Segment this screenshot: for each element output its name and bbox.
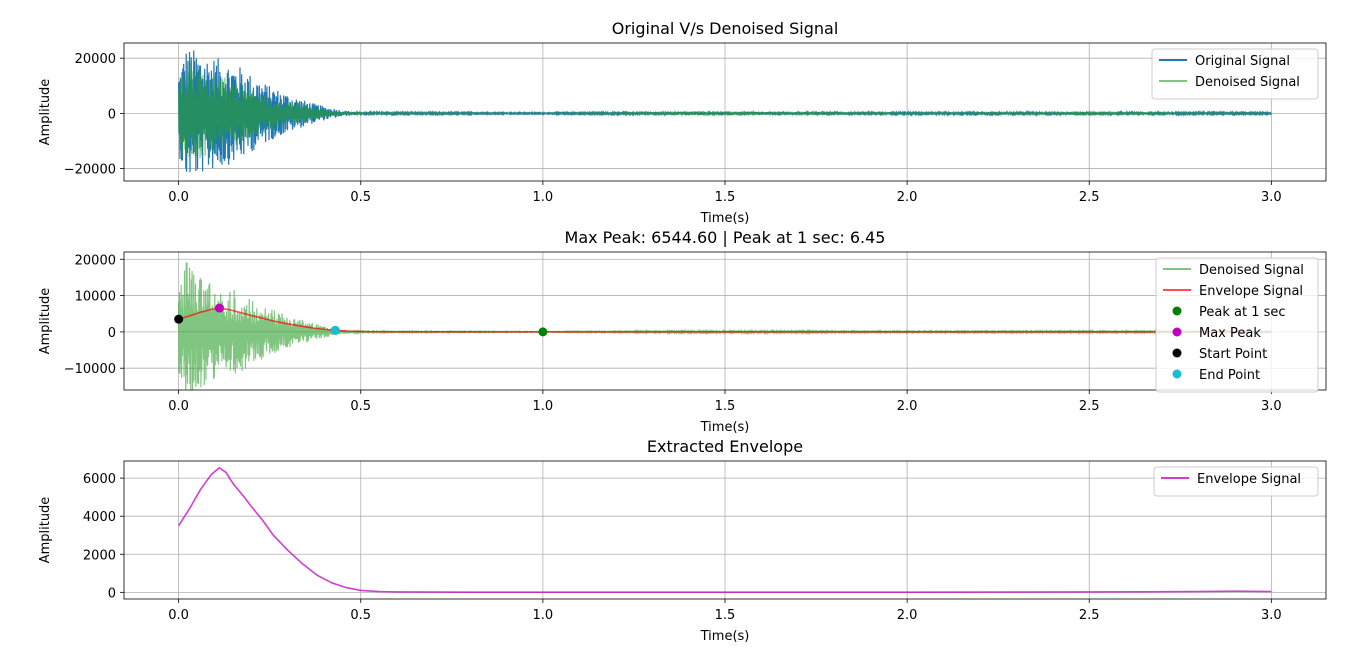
grid-lines (124, 461, 1326, 599)
x-tick-label: 3.0 (1261, 608, 1282, 623)
legend-label: Denoised Signal (1199, 263, 1304, 278)
legend-marker (1172, 369, 1182, 379)
chart-title: Max Peak: 6544.60 | Peak at 1 sec: 6.45 (565, 228, 886, 247)
legend-label: Start Point (1199, 347, 1267, 362)
x-tick-label: 0.5 (350, 399, 371, 414)
legend-box (1153, 466, 1319, 497)
x-axis-label: Time(s) (700, 211, 750, 226)
y-tick-label: 0 (108, 326, 116, 341)
y-axis-label: Amplitude (38, 79, 53, 146)
y-axis-label: Amplitude (38, 288, 53, 355)
plot-frame (123, 460, 1327, 600)
chart-title: Extracted Envelope (647, 437, 803, 456)
y-tick-label: 10000 (75, 290, 116, 305)
x-tick-label: 0.0 (168, 190, 189, 205)
legend-label: Envelope Signal (1197, 472, 1301, 487)
legend-marker (1172, 327, 1182, 337)
x-tick-label: 0.0 (168, 608, 189, 623)
legend-box (1155, 257, 1319, 393)
y-tick-label: 0 (108, 107, 116, 122)
series-max-peak-marker (214, 303, 224, 313)
legend-label: Peak at 1 sec (1199, 305, 1286, 320)
plot-frame (123, 42, 1327, 182)
x-tick-label: 3.0 (1261, 190, 1282, 205)
legend-marker (1172, 306, 1182, 316)
x-axis-label: Time(s) (700, 420, 750, 435)
y-axis-label: Amplitude (38, 497, 53, 564)
x-tick-label: 2.5 (1079, 399, 1100, 414)
grid-lines (124, 252, 1326, 390)
series-peak-at-1-sec-marker (538, 327, 548, 337)
legend-box (1151, 48, 1319, 100)
legend: Denoised Signal Envelope Signal Peak at 1 … (1155, 257, 1319, 393)
y-tick-label: 2000 (83, 548, 116, 563)
x-tick-label: 1.5 (715, 399, 736, 414)
y-tick-label: 6000 (83, 472, 116, 487)
legend-label: Original Signal (1195, 54, 1290, 69)
legend-label: Denoised Signal (1195, 75, 1300, 90)
subplot-original-vs-denoised: 0.0 0.5 1.0 1.5 2.0 2.5 3.0 −20000 0 20000 Origina… (38, 19, 1327, 226)
series-envelope-signal (177, 466, 1272, 594)
y-tick-label: −20000 (64, 163, 116, 178)
plot-frame (123, 251, 1327, 391)
chart-title: Original V/s Denoised Signal (612, 19, 839, 38)
x-tick-label: 1.0 (533, 399, 554, 414)
x-tick-label: 2.5 (1079, 190, 1100, 205)
series-end-point-marker (330, 325, 340, 335)
legend: Original Signal Denoised Signal (1151, 48, 1319, 100)
y-tick-label: 4000 (83, 510, 116, 525)
subplot-denoised-with-envelope: 0.0 0.5 1.0 1.5 2.0 2.5 3.0 −10000 0 10000 20000 Ma… (38, 228, 1327, 435)
x-tick-label: 2.0 (897, 399, 918, 414)
x-tick-label: 1.5 (715, 190, 736, 205)
x-tick-label: 2.0 (897, 608, 918, 623)
series-denoised-signal (178, 61, 1272, 159)
x-tick-label: 2.0 (897, 190, 918, 205)
y-tick-label: 20000 (75, 52, 116, 67)
x-tick-label: 3.0 (1261, 399, 1282, 414)
legend: Envelope Signal (1153, 466, 1319, 497)
subplot-extracted-envelope: 0.0 0.5 1.0 1.5 2.0 2.5 3.0 0 2000 4000 6000 Extrac… (38, 437, 1327, 644)
x-tick-label: 0.0 (168, 399, 189, 414)
x-tick-label: 0.5 (350, 608, 371, 623)
x-tick-label: 2.5 (1079, 608, 1100, 623)
y-tick-label: −10000 (64, 362, 116, 377)
y-tick-label: 0 (108, 586, 116, 601)
legend-label: End Point (1199, 368, 1260, 383)
x-tick-label: 1.5 (715, 608, 736, 623)
x-tick-label: 1.0 (533, 190, 554, 205)
x-axis-label: Time(s) (700, 629, 750, 644)
x-tick-label: 1.0 (533, 608, 554, 623)
x-tick-label: 0.5 (350, 190, 371, 205)
legend-marker (1172, 348, 1182, 358)
series-start-point-marker (174, 314, 184, 324)
legend-label: Max Peak (1199, 326, 1261, 341)
legend-label: Envelope Signal (1199, 284, 1303, 299)
y-tick-label: 20000 (75, 253, 116, 268)
